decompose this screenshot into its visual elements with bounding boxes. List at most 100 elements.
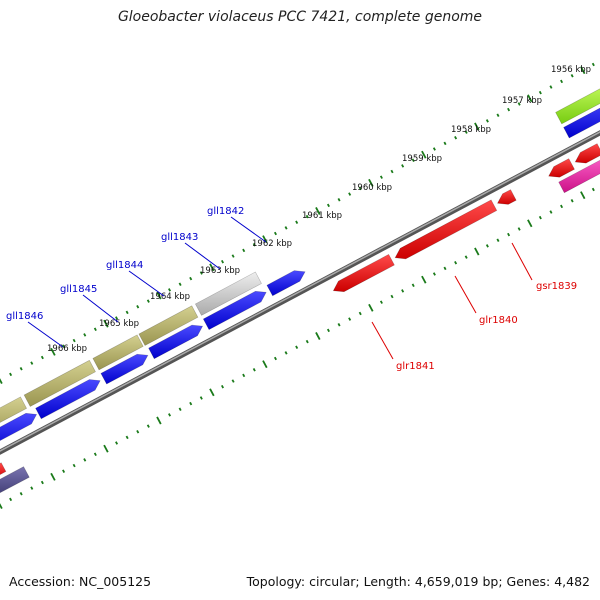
- tick-mark: [262, 360, 268, 369]
- tick-mark: [538, 215, 542, 220]
- tick-mark: [454, 261, 458, 265]
- gene-leader-line: [27, 321, 64, 348]
- gene-label-glr1841[interactable]: glr1841: [396, 361, 435, 372]
- gene-feature-purple: [0, 466, 30, 494]
- tick-mark: [496, 113, 500, 117]
- tick-mark: [209, 263, 215, 272]
- tick-mark: [305, 339, 309, 344]
- tick-mark: [0, 503, 3, 509]
- tick-mark: [580, 191, 586, 200]
- kbp-label: 1959 kbp: [402, 154, 442, 164]
- gene-arrow: [35, 379, 101, 420]
- tick-mark: [136, 305, 140, 309]
- tick-mark: [411, 158, 415, 163]
- tick-mark: [40, 355, 44, 360]
- tick-mark: [199, 396, 203, 400]
- gene-label-glr1840[interactable]: glr1840: [479, 315, 518, 326]
- tick-mark: [221, 259, 225, 264]
- tick-mark: [284, 351, 288, 355]
- tick-mark: [146, 424, 150, 428]
- kbp-label: 1957 kbp: [502, 96, 542, 106]
- tick-mark: [538, 90, 542, 95]
- tick-mark: [0, 378, 3, 384]
- kbp-label: 1965 kbp: [99, 319, 139, 329]
- gene-leader-line: [82, 294, 119, 323]
- gene-label-gll1845[interactable]: gll1845: [60, 284, 97, 295]
- tick-mark: [315, 332, 321, 340]
- tick-mark: [517, 227, 521, 231]
- tick-mark: [507, 232, 511, 237]
- tick-mark: [591, 187, 595, 192]
- tick-mark: [9, 497, 13, 502]
- gene-feature-olive: [23, 359, 96, 407]
- tick-mark: [454, 136, 458, 140]
- tick-mark: [103, 444, 109, 453]
- tick-mark: [295, 220, 299, 225]
- tick-mark: [136, 430, 140, 434]
- tick-mark: [115, 441, 119, 445]
- tick-mark: [411, 283, 415, 288]
- tick-mark: [252, 243, 256, 247]
- tick-mark: [315, 207, 321, 215]
- gene-feature-green: [555, 88, 600, 125]
- gene-leader-line: [184, 242, 221, 270]
- tick-mark: [189, 401, 193, 406]
- tick-mark: [242, 373, 246, 378]
- tick-mark: [50, 472, 56, 481]
- gene-leader-line: [230, 216, 267, 243]
- tick-mark: [337, 197, 341, 202]
- tick-mark: [30, 361, 34, 365]
- tick-mark: [72, 463, 76, 468]
- tick-mark: [178, 407, 182, 411]
- gene-arrow-reverse: [548, 158, 575, 178]
- tick-mark: [337, 322, 341, 327]
- kbp-label: 1961 kbp: [302, 211, 342, 221]
- tick-mark: [146, 299, 150, 303]
- gene-arrow: [148, 324, 204, 360]
- gene-label-gll1843[interactable]: gll1843: [161, 232, 198, 243]
- gene-label-gsr1839[interactable]: gsr1839: [536, 281, 577, 292]
- tick-mark: [580, 66, 586, 75]
- tick-mark: [83, 333, 87, 337]
- map-title: Gloeobacter violaceus PCC 7421, complete…: [117, 9, 483, 25]
- tick-mark: [189, 276, 193, 281]
- tick-mark: [379, 300, 383, 304]
- tick-mark: [93, 452, 97, 457]
- tick-layer: [0, 62, 595, 509]
- tick-mark: [168, 288, 172, 292]
- gene-label-gll1842[interactable]: gll1842: [207, 206, 244, 217]
- tick-mark: [348, 192, 352, 196]
- tick-mark: [549, 85, 553, 89]
- gene-arrow: [100, 353, 149, 385]
- tick-mark: [570, 199, 574, 203]
- tick-mark: [199, 271, 203, 275]
- tick-mark: [326, 328, 330, 333]
- tick-mark: [156, 416, 162, 425]
- tick-mark: [242, 248, 246, 253]
- tick-mark: [368, 303, 374, 312]
- tick-mark: [125, 310, 129, 315]
- tick-mark: [358, 186, 362, 191]
- tick-mark: [474, 247, 480, 256]
- gene-leader-line: [371, 321, 394, 360]
- tick-mark: [72, 338, 76, 343]
- gene-arrow: [202, 290, 267, 331]
- tick-mark: [209, 388, 215, 397]
- tick-mark: [252, 368, 256, 372]
- tick-mark: [549, 210, 553, 214]
- gene-leader-line: [511, 242, 533, 281]
- tick-mark: [368, 178, 374, 187]
- kbp-label: 1964 kbp: [150, 292, 190, 302]
- gene-arrow: [563, 107, 600, 139]
- tick-mark: [62, 469, 66, 473]
- tick-mark: [50, 347, 56, 356]
- gene-feature-gray: [194, 271, 262, 316]
- gene-arrow-reverse: [497, 189, 517, 205]
- gene-label-gll1844[interactable]: gll1844: [106, 260, 143, 271]
- kbp-label: 1963 kbp: [200, 266, 240, 276]
- tick-mark: [443, 266, 447, 271]
- gene-label-gll1846[interactable]: gll1846: [6, 311, 43, 322]
- tick-mark: [496, 238, 500, 242]
- genome-summary-text: Topology: circular; Length: 4,659,019 bp…: [246, 574, 590, 589]
